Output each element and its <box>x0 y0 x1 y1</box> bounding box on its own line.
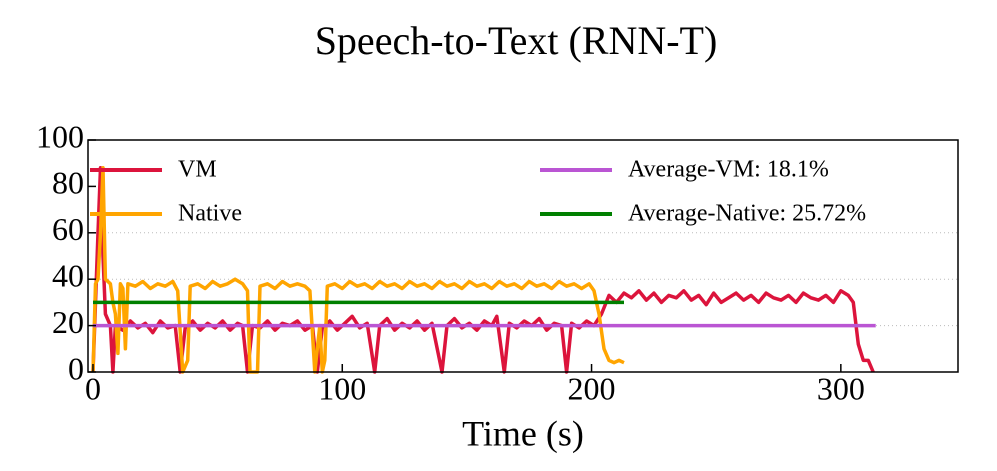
legend-label: VM <box>178 157 217 183</box>
plot-frame <box>87 139 959 373</box>
y-tick-label: 20 <box>52 304 84 340</box>
y-tick-label: 80 <box>52 165 84 201</box>
x-tick-label: 200 <box>568 370 616 406</box>
legend-background <box>89 150 957 232</box>
legend-label: Average-Native: 25.72% <box>628 201 866 227</box>
legend-label: Native <box>178 201 242 227</box>
y-tick-label: 60 <box>52 211 84 247</box>
chart-title: Speech-to-Text (RNN-T) <box>315 18 718 63</box>
x-tick-label: 0 <box>85 370 101 406</box>
y-tick-label: 0 <box>68 350 84 386</box>
x-axis-label: Time (s) <box>462 413 584 453</box>
y-tick-label: 100 <box>36 118 84 154</box>
x-tick-label: 300 <box>817 370 865 406</box>
legend-label: Average-VM: 18.1% <box>628 157 829 183</box>
x-tick-label: 100 <box>318 370 366 406</box>
y-tick-label: 40 <box>52 258 84 294</box>
